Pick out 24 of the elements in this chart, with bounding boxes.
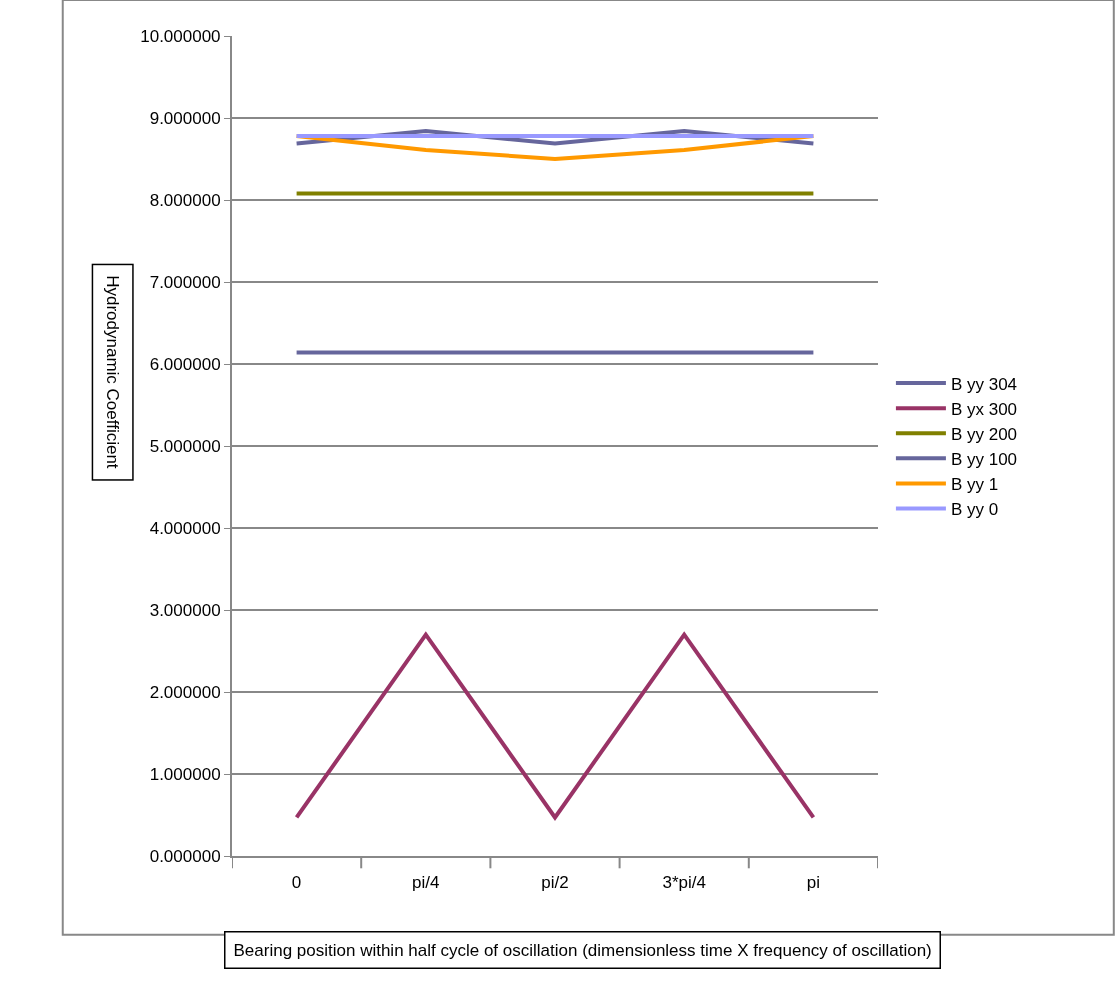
y-tick-label: 10.000000 [140,26,221,46]
x-tick-label: pi [806,873,821,893]
legend-label: B yy 1 [950,475,999,495]
legend-label: B yy 100 [950,449,1018,469]
y-tick-label: 4.000000 [149,518,221,538]
y-tick-label: 7.000000 [149,272,221,292]
x-tick-label: 3*pi/4 [662,873,706,893]
y-tick-label: 8.000000 [149,190,221,210]
y-axis-title: Hydrodynamic Coefficient [103,275,123,469]
legend-label: B yy 200 [950,424,1018,444]
y-tick-label: 3.000000 [149,600,221,620]
y-tick-label: 0.000000 [149,846,221,866]
x-tick-label: 0 [291,873,302,893]
y-tick-label: 9.000000 [149,108,221,128]
y-tick-label: 2.000000 [149,682,221,702]
x-tick-label: pi/2 [541,873,569,893]
legend-label: B yy 304 [950,374,1018,394]
y-tick-label: 1.000000 [149,764,221,784]
legend-label: B yx 300 [950,399,1018,419]
y-tick-label: 5.000000 [149,436,221,456]
legend-label: B yy 0 [950,500,999,520]
x-tick-label: pi/4 [412,873,440,893]
y-tick-label: 6.000000 [149,354,221,374]
x-axis-title: Bearing position within half cycle of oscillation (dimensionless time X frequency of oscillation) [233,940,932,960]
